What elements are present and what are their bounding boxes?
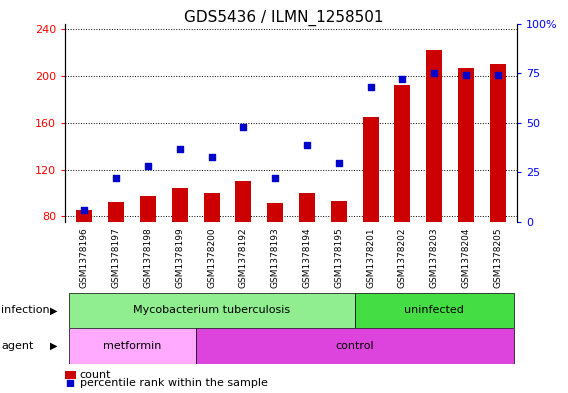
- Bar: [458, 68, 474, 222]
- Point: [461, 72, 470, 78]
- Text: ▶: ▶: [49, 341, 57, 351]
- Text: uninfected: uninfected: [404, 305, 464, 316]
- Text: percentile rank within the sample: percentile rank within the sample: [80, 378, 268, 388]
- Bar: [196, 328, 513, 364]
- Point: [176, 145, 185, 152]
- Text: GSM1378201: GSM1378201: [366, 227, 375, 288]
- Point: [80, 207, 89, 213]
- Bar: [69, 293, 354, 328]
- Bar: [268, 203, 283, 222]
- Text: GSM1378202: GSM1378202: [398, 227, 407, 288]
- Text: infection: infection: [1, 305, 50, 316]
- Point: [429, 70, 438, 76]
- Text: GSM1378196: GSM1378196: [80, 227, 89, 288]
- Text: GSM1378195: GSM1378195: [335, 227, 343, 288]
- Text: GSM1378193: GSM1378193: [271, 227, 279, 288]
- Bar: [362, 117, 378, 222]
- Text: GSM1378203: GSM1378203: [430, 227, 438, 288]
- Bar: [172, 188, 188, 222]
- Bar: [140, 196, 156, 222]
- Bar: [204, 193, 220, 222]
- Text: control: control: [335, 341, 374, 351]
- Text: GSM1378199: GSM1378199: [176, 227, 184, 288]
- Bar: [299, 193, 315, 222]
- Point: [239, 124, 248, 130]
- Bar: [77, 210, 93, 222]
- Point: [207, 153, 216, 160]
- Bar: [236, 181, 252, 222]
- Bar: [331, 201, 346, 222]
- Point: [493, 72, 502, 78]
- Text: GSM1378205: GSM1378205: [493, 227, 502, 288]
- Text: GSM1378194: GSM1378194: [303, 227, 311, 288]
- Point: [366, 84, 375, 90]
- Text: count: count: [80, 370, 111, 380]
- Point: [271, 175, 280, 182]
- Bar: [490, 64, 506, 222]
- Bar: [394, 85, 410, 222]
- Text: GSM1378197: GSM1378197: [112, 227, 121, 288]
- Point: [144, 163, 153, 170]
- Point: [334, 159, 343, 165]
- Text: GDS5436 / ILMN_1258501: GDS5436 / ILMN_1258501: [184, 10, 384, 26]
- Text: ▶: ▶: [49, 305, 57, 316]
- Bar: [354, 293, 513, 328]
- Bar: [69, 328, 196, 364]
- Text: agent: agent: [1, 341, 34, 351]
- Text: GSM1378192: GSM1378192: [239, 227, 248, 288]
- Text: GSM1378200: GSM1378200: [207, 227, 216, 288]
- Point: [398, 76, 407, 82]
- Text: GSM1378198: GSM1378198: [144, 227, 152, 288]
- Text: Mycobacterium tuberculosis: Mycobacterium tuberculosis: [133, 305, 290, 316]
- Point: [302, 141, 311, 148]
- Text: GSM1378204: GSM1378204: [461, 227, 470, 288]
- Point: [66, 380, 75, 386]
- Bar: [108, 202, 124, 222]
- Bar: [426, 50, 442, 222]
- Text: metformin: metformin: [103, 341, 161, 351]
- Point: [112, 175, 121, 182]
